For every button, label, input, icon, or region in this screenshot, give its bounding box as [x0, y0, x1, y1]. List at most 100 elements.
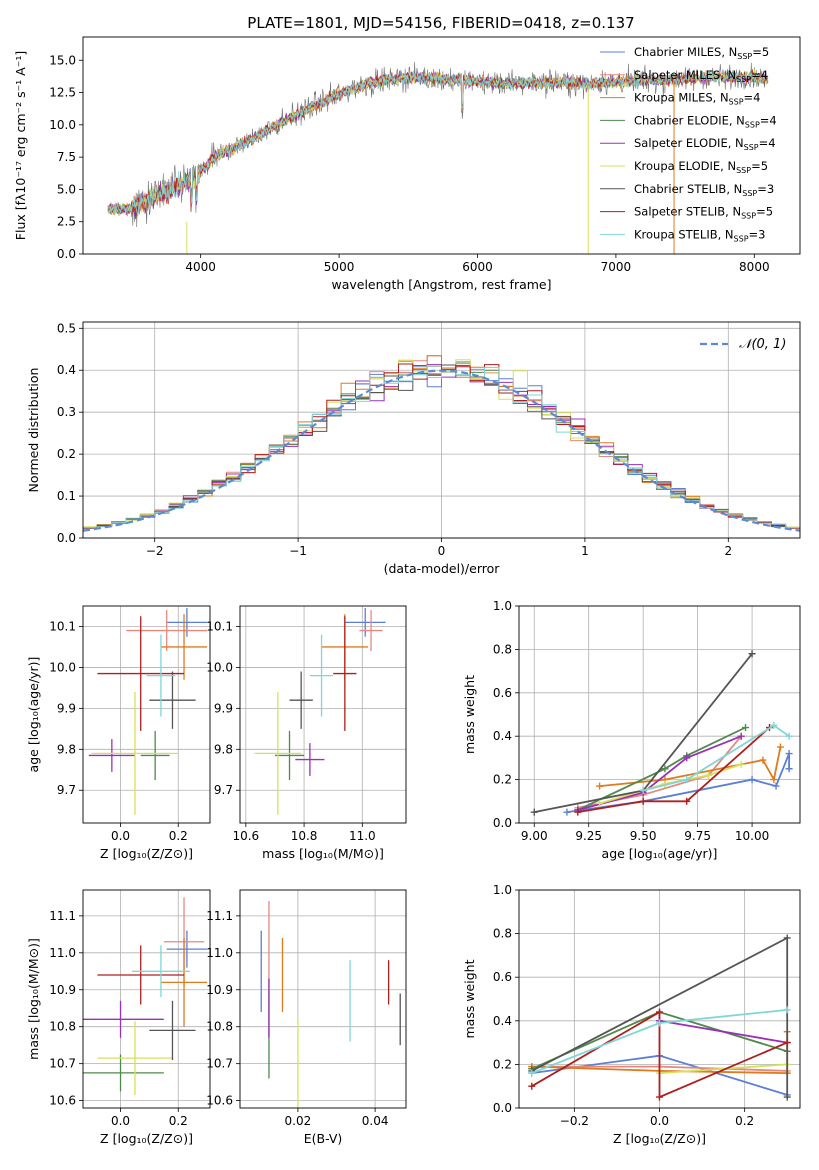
- weight-marker: [737, 760, 745, 768]
- y-tick-label: 15.0: [49, 53, 76, 67]
- y-tick-label: 10.0: [49, 118, 76, 132]
- y-tick-label: 11.1: [206, 909, 233, 923]
- weight-line: [577, 726, 746, 811]
- weight-line: [577, 726, 771, 813]
- weight-marker: [742, 724, 750, 732]
- weight-line: [577, 735, 742, 811]
- y-tick-label: 9.7: [214, 783, 233, 797]
- y-tick-label: 10.6: [206, 1094, 233, 1108]
- y-tick-label: 10.8: [206, 1020, 233, 1034]
- x-tick-label: 9.50: [630, 829, 657, 843]
- x-tick-label: 11.0: [349, 829, 376, 843]
- x-tick-label: 0.2: [735, 1114, 754, 1128]
- error-bars: [83, 897, 208, 1096]
- weight-lines: [528, 934, 791, 1101]
- y-tick-label: 0.8: [493, 927, 512, 941]
- x-axis-label: mass [log₁₀(M/M⊙)]: [262, 846, 384, 861]
- y-tick-label: 12.5: [49, 86, 76, 100]
- y-tick-label: 10.6: [49, 1094, 76, 1108]
- weight-marker: [661, 765, 669, 773]
- y-tick-label: 11.1: [49, 909, 76, 923]
- legend-label: Kroupa STELIB, NSSP=3: [634, 227, 765, 243]
- x-tick-label: 0.2: [169, 1114, 188, 1128]
- legend-label: Kroupa MILES, NSSP=4: [634, 91, 760, 107]
- weight-marker: [683, 754, 691, 762]
- weight-marker: [770, 721, 778, 729]
- y-tick-label: 0.2: [493, 1057, 512, 1071]
- x-tick-label: 0: [438, 544, 446, 558]
- y-tick-label: 0.1: [57, 489, 76, 503]
- y-tick-label: 0.0: [493, 816, 512, 830]
- y-tick-label: 0.2: [493, 773, 512, 787]
- spectrum-lines: [107, 61, 769, 254]
- y-axis-label: age [log₁₀(age/yr)]: [26, 657, 41, 773]
- weight-line: [659, 1063, 788, 1074]
- mass-vs-metallicity-panel: 0.0 0.2 10.6 10.7 10.8 10.9 11.0 11.1 Z [log₁₀(Z…: [26, 889, 211, 1146]
- x-tick-label: 0.0: [111, 1114, 130, 1128]
- x-axis-label: E(B-V): [304, 1131, 343, 1146]
- weight-line: [531, 1010, 788, 1099]
- x-tick-label: −2: [146, 544, 164, 558]
- y-tick-label: 0.5: [57, 321, 76, 335]
- weight-line: [659, 1019, 788, 1044]
- y-axis-label: mass weight: [462, 959, 477, 1038]
- weight-marker: [574, 808, 582, 816]
- weight-marker: [656, 1008, 663, 1016]
- legend-label: 𝒩(0, 1): [739, 337, 786, 352]
- x-axis-label: age [log₁₀(age/yr)]: [602, 846, 718, 861]
- x-tick-label: 0.0: [650, 1114, 669, 1128]
- x-tick-label: 6000: [462, 260, 493, 274]
- x-tick-label: 7000: [601, 260, 632, 274]
- weight-marker: [737, 732, 745, 740]
- weight-marker: [759, 756, 767, 764]
- y-axis-label: Flux [fλ10⁻¹⁷ erg cm⁻² s⁻¹ A⁻¹]: [13, 51, 28, 240]
- y-tick-label: 9.9: [57, 701, 76, 715]
- x-tick-label: 10.6: [232, 829, 259, 843]
- weight-marker: [596, 782, 604, 790]
- histograms: [83, 355, 800, 532]
- massweight-vs-metallicity-panel: −0.2 0.0 0.2 0.0 0.2 0.4 0.6 0.8 1.0 Z [log₁₀(Z/Z…: [462, 883, 801, 1146]
- y-tick-label: 0.4: [493, 729, 512, 743]
- y-tick-label: 5.0: [57, 182, 76, 196]
- x-tick-label: 8000: [739, 260, 770, 274]
- weight-marker: [770, 776, 778, 784]
- weight-marker: [596, 799, 604, 807]
- y-tick-label: 10.9: [206, 983, 233, 997]
- spectrum-legend: Chabrier MILES, NSSP=5 Salpeter MILES, NS…: [600, 45, 777, 243]
- y-tick-label: 0.0: [493, 1101, 512, 1115]
- y-tick-label: 10.0: [49, 660, 76, 674]
- weight-marker: [748, 776, 756, 784]
- residuals-panel: −2 −1 0 1 2 0.0 0.1 0.2 0.3 0.4 0.5 (data-model)/er…: [26, 321, 801, 576]
- weight-marker: [563, 808, 571, 816]
- y-tick-label: 0.6: [493, 686, 512, 700]
- weight-marker: [785, 732, 793, 740]
- x-tick-label: 0.04: [362, 1114, 389, 1128]
- axes-frame: [239, 889, 407, 1109]
- x-tick-label: 0.0: [111, 829, 130, 843]
- legend-label: Chabrier ELODIE, NSSP=4: [634, 113, 777, 129]
- y-tick-label: 10.0: [206, 660, 233, 674]
- weight-marker: [772, 782, 780, 790]
- weight-marker: [776, 743, 784, 751]
- y-tick-label: 9.9: [214, 701, 233, 715]
- axes-frame: [82, 321, 801, 539]
- spectrum-panel: 4000 5000 6000 7000 8000 0.0 2.5 5.0 7.5 10.0 12.5…: [13, 36, 801, 292]
- weight-marker: [783, 1093, 791, 1101]
- y-tick-label: 9.7: [57, 783, 76, 797]
- x-tick-label: 9.25: [575, 829, 602, 843]
- x-tick-label: 9.75: [684, 829, 711, 843]
- y-tick-label: 0.8: [493, 642, 512, 656]
- y-tick-label: 1.0: [493, 599, 512, 613]
- y-tick-label: 7.5: [57, 150, 76, 164]
- weight-marker: [785, 765, 793, 773]
- weight-marker: [705, 771, 713, 779]
- y-tick-label: 10.1: [206, 619, 233, 633]
- axes-frame: [82, 36, 801, 255]
- y-tick-label: 0.3: [57, 405, 76, 419]
- y-tick-label: 10.8: [49, 1020, 76, 1034]
- y-axis-label: mass [log₁₀(M/M⊙)]: [26, 938, 41, 1060]
- weight-marker: [783, 934, 791, 942]
- age-vs-metallicity-panel: 0.0 0.2 9.7 9.8 9.9 10.0 10.1 Z [log₁₀(Z/Z⊙)] ag…: [26, 605, 211, 861]
- figure-title: PLATE=1801, MJD=54156, FIBERID=0418, z=0…: [247, 14, 634, 32]
